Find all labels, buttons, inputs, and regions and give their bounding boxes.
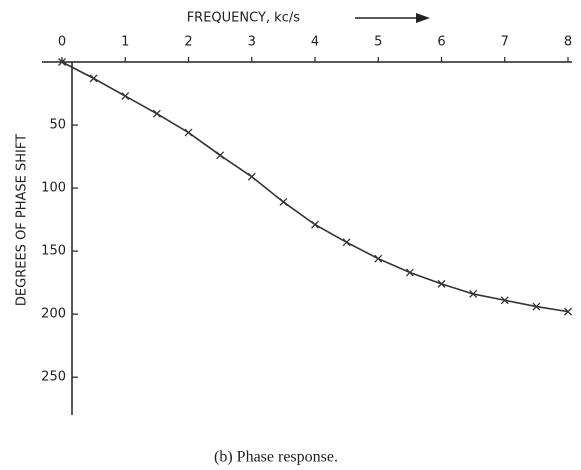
point-marker <box>437 279 446 288</box>
point-marker <box>58 58 66 66</box>
point-marker <box>342 238 351 247</box>
y-tick-label: 50 <box>49 118 66 133</box>
caption: (b) Phase response. <box>214 449 338 466</box>
y-tick-label: 150 <box>41 244 66 259</box>
x-axis-label: FREQUENCY, kc/s <box>187 11 301 26</box>
point-marker <box>500 296 509 305</box>
point-marker <box>216 151 225 160</box>
line <box>61 61 569 313</box>
point-marker <box>532 302 541 311</box>
x-tick-label: 5 <box>374 35 382 50</box>
y-tick-label: 200 <box>41 307 66 322</box>
x-tick-label: 2 <box>184 35 192 50</box>
x-tick-label: 6 <box>437 35 445 50</box>
point-marker <box>311 220 319 229</box>
point-marker <box>469 290 478 298</box>
y-tick-label: 100 <box>41 181 66 196</box>
point-marker <box>89 74 98 83</box>
point-marker <box>184 128 193 137</box>
y-axis-label: DEGREES OF PHASE SHIFT <box>15 134 30 306</box>
point-marker <box>247 172 256 181</box>
point-marker <box>405 268 414 277</box>
point-marker <box>374 254 383 263</box>
point-marker <box>279 197 288 206</box>
x-label-arrow <box>355 13 430 23</box>
point-marker <box>564 307 572 316</box>
point-marker <box>121 92 130 100</box>
x-tick-label: 3 <box>248 35 256 50</box>
x-tick-label: 0 <box>58 35 66 50</box>
x-tick-label: 4 <box>311 35 319 50</box>
x-tick-label: 8 <box>564 35 572 50</box>
y-tick-label: 250 <box>41 370 66 385</box>
point-marker <box>152 109 161 118</box>
x-tick-label: 7 <box>501 35 509 50</box>
x-tick-label: 1 <box>121 35 129 50</box>
